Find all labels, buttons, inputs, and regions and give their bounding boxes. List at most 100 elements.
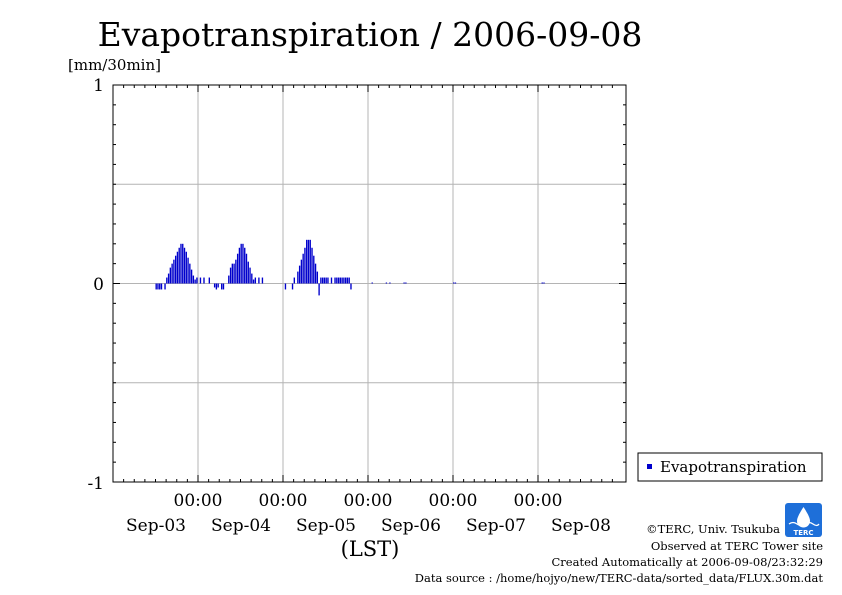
bar bbox=[543, 282, 545, 284]
x-tick-time: 00:00 bbox=[344, 491, 393, 511]
bar bbox=[371, 282, 373, 284]
x-tick-date: Sep-06 bbox=[381, 516, 441, 536]
bar bbox=[297, 271, 299, 284]
y-unit-label: [mm/30min] bbox=[68, 56, 161, 74]
bar bbox=[341, 277, 343, 284]
bar bbox=[180, 243, 182, 284]
x-tick-time: 00:00 bbox=[429, 491, 478, 511]
bar bbox=[300, 259, 303, 284]
bar bbox=[242, 243, 244, 284]
bar bbox=[217, 283, 219, 288]
bar bbox=[405, 282, 407, 284]
bar bbox=[247, 261, 249, 284]
bar bbox=[541, 282, 543, 284]
legend-box bbox=[637, 452, 823, 482]
bar bbox=[261, 277, 264, 284]
bar bbox=[245, 253, 248, 284]
bar bbox=[222, 283, 225, 290]
legend-label: Evapotranspiration bbox=[660, 458, 807, 476]
observed-text: Observed at TERC Tower site bbox=[651, 539, 823, 553]
x-tick-date: Sep-05 bbox=[296, 516, 356, 536]
bar bbox=[298, 265, 301, 284]
grid bbox=[113, 85, 626, 482]
bar bbox=[192, 275, 195, 284]
bar bbox=[244, 247, 246, 284]
bar bbox=[169, 267, 172, 284]
bar bbox=[182, 243, 184, 284]
bar bbox=[236, 253, 239, 284]
legend-swatch bbox=[647, 464, 652, 469]
bar bbox=[325, 277, 327, 284]
bar bbox=[291, 283, 294, 290]
bar bbox=[190, 269, 193, 284]
bar bbox=[318, 283, 320, 296]
bar bbox=[183, 247, 186, 284]
wave-icon bbox=[788, 521, 820, 527]
bar bbox=[173, 259, 175, 284]
bar bbox=[323, 277, 326, 284]
bar bbox=[171, 263, 173, 284]
logo-text: TERC bbox=[793, 529, 813, 537]
bar bbox=[403, 282, 405, 284]
x-tick-date: Sep-03 bbox=[126, 516, 186, 536]
y-tick-label: 1 bbox=[93, 76, 104, 96]
bar bbox=[208, 277, 210, 284]
bar bbox=[164, 283, 166, 290]
bar bbox=[453, 282, 455, 284]
bar bbox=[344, 277, 347, 284]
y-tick-label: 0 bbox=[93, 275, 104, 295]
terc-logo: TERC bbox=[785, 503, 822, 537]
bars bbox=[155, 239, 545, 296]
bar bbox=[221, 283, 223, 290]
bar bbox=[304, 247, 306, 284]
bar bbox=[187, 257, 189, 284]
bar bbox=[199, 277, 202, 284]
bar bbox=[240, 243, 242, 284]
x-tick-time: 00:00 bbox=[259, 491, 308, 511]
bar bbox=[330, 277, 333, 284]
x-tick-time: 00:00 bbox=[174, 491, 223, 511]
bar bbox=[215, 283, 218, 290]
bar bbox=[176, 251, 179, 284]
copyright-text: ©TERC, Univ. Tsukuba bbox=[646, 522, 780, 536]
data-source-text: Data source : /home/hojyo/new/TERC-data/… bbox=[415, 571, 824, 585]
chart-title: Evapotranspiration / 2006-09-08 bbox=[98, 15, 643, 54]
bar bbox=[343, 277, 345, 284]
bar bbox=[389, 282, 391, 284]
bar bbox=[252, 279, 255, 284]
bar bbox=[155, 283, 157, 290]
bar bbox=[339, 277, 342, 284]
x-tick-date: Sep-04 bbox=[211, 516, 271, 536]
bar bbox=[157, 283, 159, 290]
bar bbox=[185, 251, 187, 284]
bar bbox=[196, 277, 198, 284]
bar bbox=[229, 267, 232, 284]
bar bbox=[311, 247, 313, 284]
bar bbox=[194, 279, 196, 284]
bar bbox=[254, 277, 257, 284]
bar bbox=[350, 283, 352, 290]
bar bbox=[454, 282, 457, 284]
bar bbox=[385, 282, 388, 284]
x-tick-date: Sep-08 bbox=[551, 516, 611, 536]
axis-ticks bbox=[113, 84, 626, 483]
bar bbox=[348, 277, 350, 284]
bar bbox=[336, 277, 338, 284]
bar bbox=[174, 255, 177, 284]
bar bbox=[167, 273, 170, 284]
bar bbox=[228, 275, 230, 284]
x-tick-time: 00:00 bbox=[514, 491, 563, 511]
bar bbox=[213, 283, 216, 288]
bar bbox=[334, 277, 336, 284]
bar bbox=[284, 283, 287, 290]
bar bbox=[235, 259, 237, 284]
bar bbox=[314, 263, 317, 284]
bar bbox=[178, 247, 180, 284]
legend: Evapotranspiration bbox=[637, 452, 823, 482]
bar bbox=[231, 263, 234, 284]
bar bbox=[327, 277, 329, 284]
bar bbox=[238, 247, 241, 284]
bar bbox=[189, 263, 191, 284]
bar bbox=[307, 239, 310, 284]
